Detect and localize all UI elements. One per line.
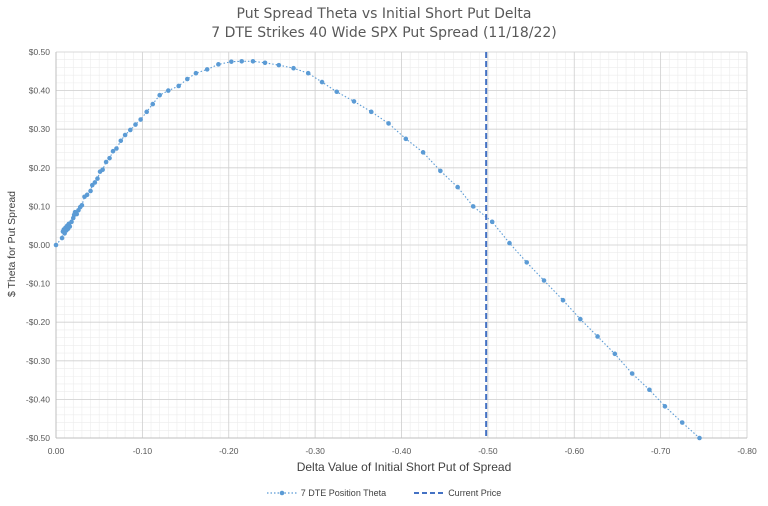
data-point-theta — [489, 219, 495, 225]
data-point-theta — [524, 260, 530, 265]
series-line-theta — [55, 60, 700, 439]
data-point-theta — [276, 62, 282, 68]
x-tick-label: -0.60 — [565, 446, 585, 456]
data-point-theta — [386, 121, 391, 126]
data-point-theta — [403, 136, 409, 142]
data-point-theta — [629, 371, 635, 376]
data-point-theta — [79, 202, 85, 208]
data-point-theta — [262, 60, 268, 66]
data-point-theta — [122, 132, 128, 138]
data-point-theta — [612, 351, 618, 357]
data-point-theta — [697, 435, 702, 441]
data-point-theta — [74, 211, 80, 217]
data-point-theta — [334, 89, 340, 95]
legend-swatch-current-price — [414, 492, 445, 494]
legend-label-theta: 7 DTE Position Theta — [300, 488, 387, 498]
legend-item-theta: 7 DTE Position Theta — [266, 488, 387, 498]
data-point-theta — [150, 101, 156, 107]
y-tick-label: $0.40 — [29, 86, 51, 96]
x-tick-label: -0.40 — [392, 446, 412, 456]
series — [53, 52, 702, 441]
data-point-theta — [679, 420, 685, 425]
data-point-theta — [420, 150, 426, 155]
y-tick-label: $0.10 — [29, 201, 51, 211]
data-point-theta — [507, 240, 512, 246]
y-axis-label: $ Theta for Put Spread — [6, 190, 18, 298]
data-point-theta — [107, 155, 112, 161]
y-tick-label: -$0.50 — [26, 433, 50, 443]
y-tick-label: -$0.10 — [26, 279, 50, 289]
data-point-theta — [216, 62, 221, 67]
data-point-theta — [239, 58, 245, 64]
y-tick-label: -$0.40 — [26, 394, 50, 404]
data-point-theta — [114, 146, 119, 151]
data-point-theta — [662, 404, 668, 409]
data-point-theta — [67, 224, 73, 229]
data-point-theta — [560, 297, 566, 303]
data-point-theta — [541, 278, 547, 283]
data-point-theta — [438, 168, 443, 174]
data-point-theta — [305, 70, 311, 76]
data-point-theta — [470, 204, 476, 209]
data-point-theta — [118, 138, 124, 144]
x-tick-label: -0.80 — [737, 446, 757, 456]
data-point-theta — [138, 117, 143, 122]
data-point-theta — [176, 83, 181, 89]
data-point-theta — [368, 109, 374, 115]
data-point-theta — [84, 192, 90, 198]
data-point-theta — [229, 59, 234, 64]
data-point-theta — [133, 122, 138, 127]
data-point-theta — [110, 148, 116, 154]
data-point-theta — [59, 235, 65, 241]
data-point-theta — [92, 180, 98, 185]
data-point-theta — [455, 184, 460, 190]
x-tick-label: -0.50 — [478, 446, 498, 456]
data-point-theta — [103, 159, 109, 165]
y-tick-label: -$0.30 — [26, 356, 50, 366]
data-point-theta — [351, 99, 357, 104]
data-point-theta — [577, 316, 583, 322]
chart-subtitle: 7 DTE Strikes 40 Wide SPX Put Spread (11… — [211, 25, 557, 41]
data-point-theta — [157, 92, 162, 98]
data-point-theta — [647, 387, 652, 393]
data-point-theta — [69, 219, 74, 225]
x-axis-label: Delta Value of Initial Short Put of Spre… — [296, 460, 512, 474]
data-point-theta — [88, 188, 93, 194]
data-point-theta — [250, 58, 256, 64]
grid — [55, 51, 748, 439]
y-tick-label: -$0.20 — [26, 317, 50, 327]
data-point-theta — [204, 67, 210, 72]
x-tick-label: -0.70 — [651, 446, 671, 456]
y-tick-label: $0.20 — [29, 163, 51, 173]
data-point-theta — [165, 88, 171, 93]
data-point-theta — [184, 76, 190, 82]
x-tick-label: -0.30 — [305, 446, 325, 456]
data-point-theta — [193, 70, 199, 76]
tick-labels: 0.00 -0.10 -0.20 -0.30 -0.40 -0.50 -0.60 -0.70 -… — [26, 47, 757, 456]
legend-label-current-price: Current Price — [448, 488, 502, 498]
y-tick-label: $0.30 — [29, 124, 51, 134]
chart-title: Put Spread Theta vs Initial Short Put De… — [236, 6, 532, 22]
data-point-theta — [319, 79, 325, 85]
legend-swatch-theta — [266, 490, 297, 496]
data-point-theta — [95, 176, 100, 181]
x-tick-label: 0.00 — [48, 446, 65, 456]
data-point-theta — [127, 127, 133, 133]
data-point-theta — [100, 167, 105, 173]
y-tick-label: $0.00 — [29, 240, 51, 250]
data-point-theta — [53, 242, 59, 248]
x-tick-label: -0.20 — [219, 446, 239, 456]
x-tick-label: -0.10 — [133, 446, 153, 456]
data-point-theta — [291, 65, 296, 71]
data-point-theta — [144, 109, 149, 115]
legend: 7 DTE Position Theta Current Price — [0, 488, 768, 498]
data-point-theta — [595, 334, 600, 339]
y-tick-label: $0.50 — [29, 47, 51, 57]
legend-item-current-price: Current Price — [414, 488, 501, 498]
